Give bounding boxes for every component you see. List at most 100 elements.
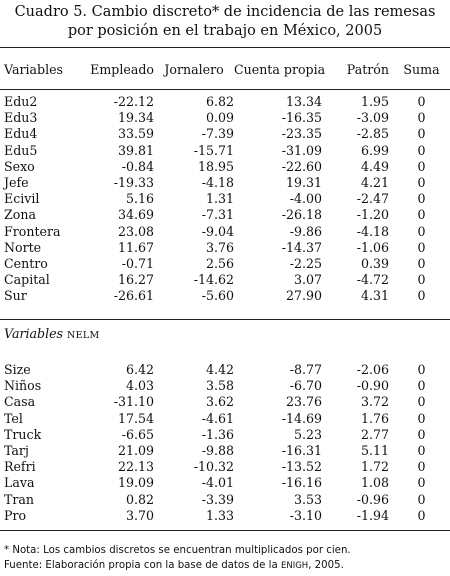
table-row: Jefe -19.33 -4.18 19.31 4.21 0: [0, 175, 450, 191]
row-label: Size: [4, 362, 31, 377]
cell-suma: 0: [417, 94, 426, 109]
table-row: Norte 11.67 3.76 -14.37 -1.06 0: [0, 240, 450, 256]
cell-cuenta-propia: 27.90: [285, 288, 322, 304]
cell-empleado: 34.69: [117, 207, 154, 223]
cell-jornalero: -3.39: [201, 491, 234, 507]
cell-patron: 1.95: [360, 94, 389, 109]
cell-cuenta-propia: -22.60: [281, 158, 322, 174]
column-header-row: Variables Empleado Jornalero Cuenta prop…: [0, 62, 450, 78]
cell-patron: -0.96: [356, 491, 389, 507]
row-label: Sexo: [4, 158, 35, 174]
row-label: Edu3: [4, 110, 38, 126]
cell-jornalero: -4.61: [201, 410, 234, 426]
top-rule: [0, 47, 450, 48]
cell-cuenta-propia: -16.35: [281, 110, 322, 126]
cell-suma: 0: [417, 475, 426, 491]
cell-jornalero: 2.56: [205, 256, 234, 272]
row-label: Sur: [4, 288, 27, 304]
cell-cuenta-propia: 23.76: [285, 394, 322, 410]
cell-patron: 1.08: [360, 475, 389, 491]
cell-cuenta-propia: -6.70: [289, 378, 322, 394]
row-label: Edu4: [4, 126, 38, 142]
source-text: Fuente: Elaboración propia con la base d…: [4, 558, 351, 574]
table-row: Frontera 23.08 -9.04 -9.86 -4.18 0: [0, 224, 450, 240]
cell-cuenta-propia: 3.07: [293, 272, 322, 288]
cell-jornalero: -7.31: [201, 207, 234, 223]
cell-jornalero: -9.04: [201, 223, 234, 239]
table-row: Tran 0.82 -3.39 3.53 -0.96 0: [0, 492, 450, 508]
cell-suma: 0: [417, 110, 426, 126]
cell-patron: 1.76: [360, 410, 389, 426]
header-variables: Variables: [4, 62, 64, 77]
header-rule: [0, 89, 450, 90]
cell-suma: 0: [417, 491, 426, 507]
cell-cuenta-propia: -14.69: [281, 410, 322, 426]
cell-jornalero: 3.76: [205, 239, 234, 255]
row-label: Pro: [4, 507, 27, 523]
cell-suma: 0: [417, 459, 426, 475]
cell-patron: -2.85: [356, 126, 389, 142]
cell-cuenta-propia: -14.37: [281, 239, 322, 255]
cell-cuenta-propia: -23.35: [281, 126, 322, 142]
cell-suma: 0: [417, 142, 426, 158]
cell-jornalero: 6.82: [205, 94, 234, 109]
cell-suma: 0: [417, 223, 426, 239]
cell-cuenta-propia: -26.18: [281, 207, 322, 223]
cell-empleado: 11.67: [117, 239, 154, 255]
cell-suma: 0: [417, 288, 426, 304]
cell-patron: 4.49: [360, 158, 389, 174]
table-row: Casa -31.10 3.62 23.76 3.72 0: [0, 394, 450, 410]
cell-suma: 0: [417, 256, 426, 272]
cell-jornalero: 4.42: [205, 362, 234, 377]
cell-empleado: 17.54: [117, 410, 154, 426]
column-header-table: Variables Empleado Jornalero Cuenta prop…: [0, 62, 450, 78]
section2-table: Size 6.42 4.42 -8.77 -2.06 0 Niños 4.03 3.58 -6.7…: [0, 362, 450, 524]
cell-cuenta-propia: 13.34: [285, 94, 322, 109]
cell-patron: 4.21: [360, 175, 389, 191]
table-row: Edu3 19.34 0.09 -16.35 -3.09 0: [0, 110, 450, 126]
table-row: Size 6.42 4.42 -8.77 -2.06 0: [0, 362, 450, 378]
header-empleado: Empleado: [90, 62, 154, 77]
source-suffix: , 2005.: [308, 560, 344, 571]
cell-cuenta-propia: -3.10: [289, 507, 322, 523]
cell-empleado: 22.13: [117, 459, 154, 475]
cell-empleado: -6.65: [121, 426, 154, 442]
cell-empleado: -19.33: [113, 175, 154, 191]
cell-patron: -2.47: [356, 191, 389, 207]
cell-empleado: 16.27: [117, 272, 154, 288]
cell-patron: -1.06: [356, 239, 389, 255]
cell-empleado: 0.82: [125, 491, 154, 507]
table-row: Sexo -0.84 18.95 -22.60 4.49 0: [0, 159, 450, 175]
table-title: Cuadro 5. Cambio discreto* de incidencia…: [14, 4, 436, 39]
cell-patron: -2.06: [356, 362, 389, 377]
table-row: Lava 19.09 -4.01 -16.16 1.08 0: [0, 475, 450, 491]
cell-patron: -3.09: [356, 110, 389, 126]
section2-heading: Variables NELM: [4, 326, 100, 341]
cell-suma: 0: [417, 394, 426, 410]
cell-patron: 2.77: [360, 426, 389, 442]
cell-empleado: -31.10: [113, 394, 154, 410]
cell-patron: -1.94: [356, 507, 389, 523]
cell-patron: -4.18: [356, 223, 389, 239]
cell-cuenta-propia: -9.86: [289, 223, 322, 239]
header-cuenta-propia: Cuenta propia: [234, 62, 326, 77]
cell-empleado: -22.12: [113, 94, 154, 109]
cell-empleado: -26.61: [113, 288, 154, 304]
cell-empleado: 33.59: [117, 126, 154, 142]
cell-jornalero: 1.33: [205, 507, 234, 523]
cell-suma: 0: [417, 239, 426, 255]
cell-empleado: 23.08: [117, 223, 154, 239]
cell-empleado: 4.03: [125, 378, 154, 394]
cell-cuenta-propia: 5.23: [293, 426, 322, 442]
cell-cuenta-propia: -16.16: [281, 475, 322, 491]
cell-suma: 0: [417, 175, 426, 191]
row-label: Jefe: [4, 175, 29, 191]
header-jornalero: Jornalero: [164, 62, 224, 77]
row-label: Niños: [4, 378, 42, 394]
cell-patron: -1.20: [356, 207, 389, 223]
cell-jornalero: 0.09: [205, 110, 234, 126]
cell-suma: 0: [417, 158, 426, 174]
table-row: Tel 17.54 -4.61 -14.69 1.76 0: [0, 411, 450, 427]
cell-cuenta-propia: -13.52: [281, 459, 322, 475]
